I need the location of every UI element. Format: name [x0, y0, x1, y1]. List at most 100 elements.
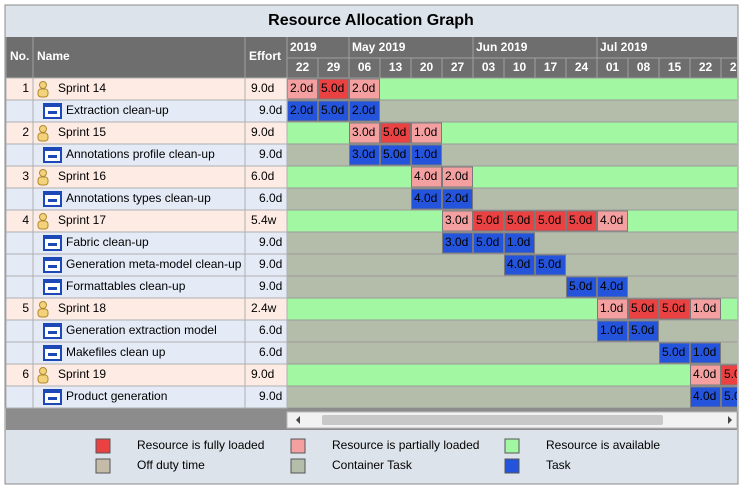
load-cell [721, 364, 737, 386]
task-cell [349, 100, 380, 122]
row-effort: 9.0d [259, 279, 282, 293]
row-effort: 2.4w [251, 301, 277, 315]
row-effort: 9.0d [259, 389, 282, 403]
row-name: Fabric clean-up [66, 235, 149, 249]
cell-label: 4.0d [693, 389, 716, 403]
load-cell [597, 210, 628, 232]
cell-label: 4.0d [693, 367, 716, 381]
cell-label: 5.0d [569, 279, 592, 293]
task-cell [597, 276, 628, 298]
task-cell [721, 386, 737, 408]
cell-label: 2.0d [290, 81, 313, 95]
scrollbar-thumb[interactable] [322, 415, 663, 425]
load-cell [473, 210, 504, 232]
row-number: 2 [22, 125, 29, 139]
task-cell [473, 232, 504, 254]
row-name: Annotations types clean-up [66, 191, 211, 205]
cell-label: 5.0d [724, 367, 744, 381]
task-icon-bar [44, 104, 61, 107]
row-name: Product generation [66, 389, 167, 403]
week-label: 17 [544, 60, 558, 74]
row-name: Generation meta-model clean-up [66, 257, 242, 271]
legend-label: Resource is partially loaded [332, 438, 479, 452]
row-name: Extraction clean-up [66, 103, 169, 117]
cell-label: 3.0d [352, 147, 375, 161]
legend-swatch [504, 458, 520, 474]
legend-swatch [95, 438, 111, 454]
cell-label: 5.0d [383, 147, 406, 161]
cell-label: 5.0d [321, 81, 344, 95]
row-background [5, 385, 288, 409]
task-cell [535, 254, 566, 276]
row-name: Generation extraction model [66, 323, 217, 337]
load-cell [380, 122, 411, 144]
timeline-row [287, 187, 737, 211]
task-cell [411, 144, 442, 166]
row-name: Annotations profile clean-up [66, 147, 215, 161]
cell-label: 4.0d [414, 169, 437, 183]
task-icon-bar [44, 390, 61, 393]
week-label: 27 [451, 60, 465, 74]
row-number: 3 [22, 169, 29, 183]
cell-label: 4.0d [600, 279, 623, 293]
timeline: 2019 22 29 May 2019 06 13 20 27 Jun 2019 03 10 17 24… [287, 37, 744, 408]
task-icon-line [48, 243, 57, 246]
load-cell [690, 298, 721, 320]
cell-label: 1.0d [693, 301, 716, 315]
scroll-left-arrow[interactable] [296, 416, 300, 424]
load-cell [659, 298, 690, 320]
row-effort: 9.0d [259, 147, 282, 161]
row-name: Sprint 18 [58, 301, 106, 315]
week-label: 13 [389, 60, 403, 74]
cell-label: 4.0d [600, 213, 623, 227]
row-name: Makefiles clean up [66, 345, 166, 359]
month-label: Jun 2019 [476, 40, 528, 54]
row-effort: 6.0d [259, 323, 282, 337]
cell-label: 1.0d [693, 345, 716, 359]
task-cell [659, 342, 690, 364]
cell-label: 5.0d [507, 213, 530, 227]
resource-icon-head [39, 213, 47, 221]
legend-label: Off duty time [137, 458, 205, 472]
cell-label: 2.0d [445, 169, 468, 183]
cell-label: 5.0d [383, 125, 406, 139]
week-label: 29 [327, 60, 341, 74]
load-cell [349, 78, 380, 100]
task-icon-bar [44, 192, 61, 195]
column-header: Effort [249, 49, 281, 63]
cell-label: 5.0d [538, 213, 561, 227]
resource-icon-body [37, 220, 49, 230]
cell-label: 3.0d [445, 213, 468, 227]
task-icon-line [48, 331, 57, 334]
row-effort: 9.0d [259, 103, 282, 117]
cell-label: 1.0d [414, 125, 437, 139]
resource-icon-body [37, 132, 49, 142]
timeline-row [287, 363, 737, 387]
task-cell [318, 100, 349, 122]
cell-label: 5.0d [724, 389, 744, 403]
week-label: 20 [420, 60, 434, 74]
cell-label: 4.0d [507, 257, 530, 271]
row-effort: 9.0d [259, 235, 282, 249]
resource-icon-body [37, 176, 49, 186]
row-number: 1 [22, 81, 29, 95]
cell-label: 5.0d [538, 257, 561, 271]
timeline-row [287, 319, 737, 343]
resource-icon-head [39, 125, 47, 133]
resource-icon-body [37, 88, 49, 98]
legend-label: Resource is fully loaded [137, 438, 264, 452]
column-header: Name [37, 49, 70, 63]
task-cell [380, 144, 411, 166]
row-effort: 9.0d [251, 81, 274, 95]
load-cell [597, 298, 628, 320]
row-effort: 9.0d [259, 257, 282, 271]
task-cell [628, 320, 659, 342]
task-cell [411, 188, 442, 210]
cell-label: 2.0d [352, 103, 375, 117]
cell-label: 5.0d [631, 301, 654, 315]
row-number: 6 [22, 367, 29, 381]
week-label: 24 [575, 60, 589, 74]
task-icon-bar [44, 324, 61, 327]
scroll-right-arrow[interactable] [728, 416, 732, 424]
resource-icon-body [37, 308, 49, 318]
